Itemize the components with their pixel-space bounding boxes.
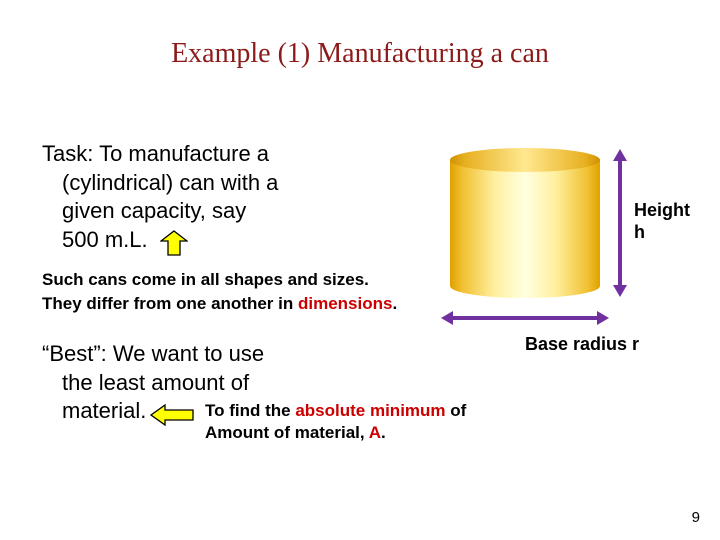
up-arrow-icon (160, 230, 188, 256)
note-line2-pre: They differ from one another in (42, 294, 298, 313)
tofind-l1-pre: To find the (205, 401, 295, 420)
cylinder-body (450, 160, 600, 286)
task-line2: (cylindrical) can with a (42, 169, 342, 198)
height-label: Height h (634, 200, 690, 243)
tofind-l2-red: A (369, 423, 381, 442)
cylinder-top-ellipse (450, 148, 600, 172)
cylinder-bottom-ellipse (450, 274, 600, 298)
height-label-var: h (634, 222, 645, 242)
note-line2-post: . (392, 294, 397, 313)
task-text: Task: To manufacture a (cylindrical) can… (42, 140, 342, 254)
note-line1: Such cans come in all shapes and sizes. (42, 270, 369, 290)
tofind-l1-post: of (446, 401, 467, 420)
best-line2: the least amount of (42, 369, 342, 398)
left-arrow-icon (150, 404, 194, 426)
tofind-l2-post: . (381, 423, 386, 442)
page-number: 9 (692, 509, 700, 526)
task-line4: 500 m.L. (62, 227, 148, 252)
note-line2: They differ from one another in dimensio… (42, 294, 397, 314)
task-line3: given capacity, say (42, 197, 342, 226)
height-arrow-icon (618, 158, 622, 288)
task-line1: Task: To manufacture a (42, 141, 269, 166)
radius-label: Base radius r (525, 334, 639, 355)
note-line2-red: dimensions (298, 294, 392, 313)
best-line1: “Best”: We want to use (42, 341, 264, 366)
slide-title: Example (1) Manufacturing a can (0, 38, 720, 70)
height-label-word: Height (634, 200, 690, 220)
tofind-text: To find the absolute minimum of Amount o… (205, 400, 466, 444)
tofind-l1-red: absolute minimum (295, 401, 445, 420)
radius-arrow-icon (450, 316, 600, 320)
cylinder-diagram (450, 148, 600, 298)
tofind-l2-pre: Amount of material, (205, 423, 369, 442)
